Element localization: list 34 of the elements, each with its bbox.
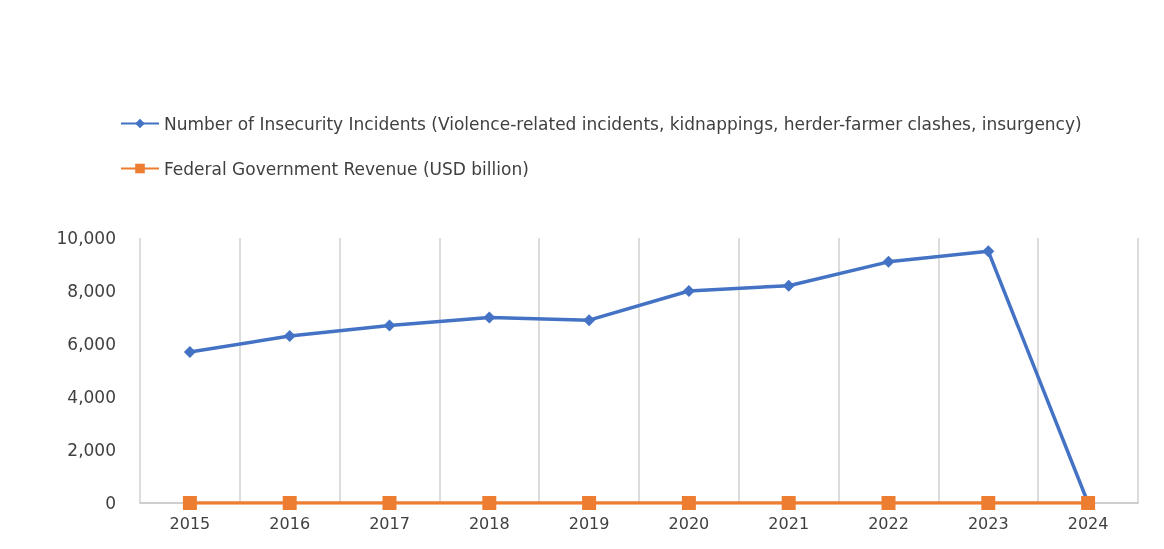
x-tick-label: 2023: [967, 513, 1009, 533]
x-tick-label: 2020: [668, 513, 710, 533]
point: [183, 345, 196, 358]
point: [981, 496, 996, 510]
y-tick-label: 4,000: [67, 387, 116, 407]
point: [781, 496, 796, 510]
point: [182, 496, 197, 510]
point: [782, 279, 795, 292]
x-tick-label: 2017: [369, 513, 410, 533]
point: [682, 285, 695, 297]
legend-label: Number of Insecurity Incidents (Violence-related incidents, kidnappings, herder-farmer clashes, insurgency): [164, 113, 1082, 134]
point: [583, 314, 596, 327]
x-tick-label: 2018: [468, 513, 510, 533]
point: [582, 496, 597, 510]
legend-label: Federal Government Revenue (USD billion): [164, 158, 529, 179]
point: [482, 496, 497, 510]
point: [982, 245, 995, 258]
y-tick-label: 8,000: [67, 281, 116, 301]
point: [382, 496, 397, 510]
x-tick-label: 2015: [169, 513, 211, 533]
point: [881, 496, 896, 510]
y-tick-label: 2,000: [67, 440, 116, 460]
point: [283, 330, 296, 343]
x-tick-label: 2022: [868, 513, 909, 533]
y-tick-label: 0: [105, 493, 116, 513]
point: [282, 496, 297, 510]
y-tick-label: 10,000: [56, 228, 116, 248]
x-tick-label: 2019: [568, 513, 610, 533]
y-tick-label: 6,000: [67, 334, 116, 354]
x-tick-label: 2021: [768, 513, 810, 533]
point: [383, 319, 396, 332]
x-tick-label: 2016: [269, 513, 311, 533]
point: [681, 496, 696, 510]
x-tick-label: 2024: [1067, 513, 1109, 533]
